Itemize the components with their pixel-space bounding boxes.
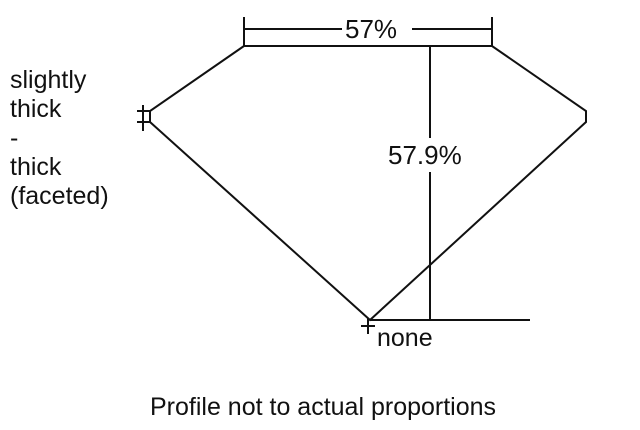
- table-percentage-label: 57%: [345, 14, 398, 44]
- gem-outline: [149, 45, 587, 322]
- culet-label: none: [377, 324, 433, 352]
- caption: Profile not to actual proportions: [150, 393, 497, 421]
- depth-percentage-label: 57.9%: [388, 140, 462, 170]
- girdle-label-line: (faceted): [10, 182, 109, 210]
- girdle-label-line: -: [10, 124, 19, 152]
- girdle-label: slightly thick - thick (faceted): [10, 66, 109, 211]
- girdle-label-line: thick: [10, 95, 62, 123]
- girdle-label-line: thick: [10, 153, 62, 181]
- girdle-label-line: slightly: [10, 66, 87, 94]
